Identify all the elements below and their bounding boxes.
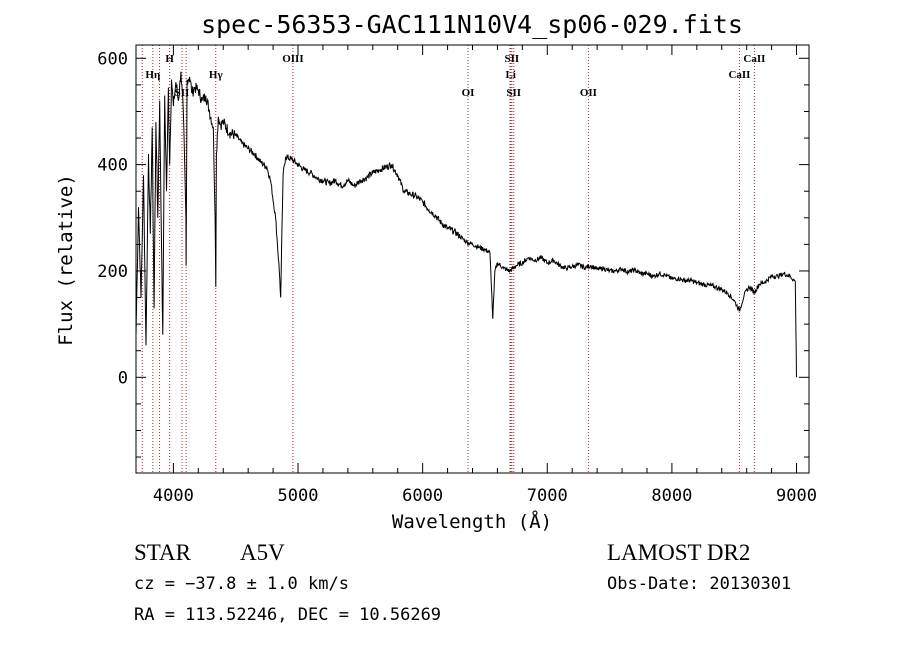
object-type: STAR xyxy=(134,540,192,565)
line-label: CaII xyxy=(728,69,750,81)
y-tick-label: 600 xyxy=(97,49,128,69)
y-tick-label: 400 xyxy=(97,156,128,176)
x-tick-label: 8000 xyxy=(651,486,692,506)
line-label: OI xyxy=(462,87,475,99)
observation-date: Obs-Date: 20130301 xyxy=(607,574,791,594)
y-axis-label: Flux (relative) xyxy=(55,174,77,346)
chart-title: spec-56353-GAC111N10V4_sp06-029.fits xyxy=(201,10,743,39)
line-label: CaII xyxy=(743,53,765,65)
x-tick-label: 6000 xyxy=(402,486,443,506)
line-label: OII xyxy=(580,87,597,99)
redshift-velocity: cz = −37.8 ± 1.0 km/s xyxy=(134,574,349,594)
x-tick-label: 9000 xyxy=(776,486,817,506)
y-tick-label: 0 xyxy=(118,368,128,388)
spectral-line-markers xyxy=(141,45,755,473)
line-label: OIII xyxy=(282,53,303,65)
line-label: Li xyxy=(506,69,516,81)
object-subclass: A5V xyxy=(240,540,285,565)
coordinates: RA = 113.52246, DEC = 10.56269 xyxy=(134,605,441,625)
x-tick-label: 5000 xyxy=(278,486,319,506)
line-label: SII xyxy=(505,53,520,65)
line-label: Hγ xyxy=(209,69,223,81)
line-label: SII xyxy=(506,87,521,99)
y-tick-label: 200 xyxy=(97,262,128,282)
x-tick-label: 7000 xyxy=(527,486,568,506)
survey-name: LAMOST DR2 xyxy=(607,540,750,565)
flux-series-line xyxy=(135,71,797,378)
y-axis-ticks: 0 200 400 600 xyxy=(97,49,809,458)
plot-frame xyxy=(135,44,810,474)
line-label: Hη xyxy=(145,69,160,81)
line-label: H xyxy=(165,53,174,65)
x-tick-label: 4000 xyxy=(153,486,194,506)
x-axis-label: Wavelength (Å) xyxy=(392,510,552,533)
x-axis-ticks: 4000 5000 6000 7000 8000 9000 xyxy=(153,45,817,506)
